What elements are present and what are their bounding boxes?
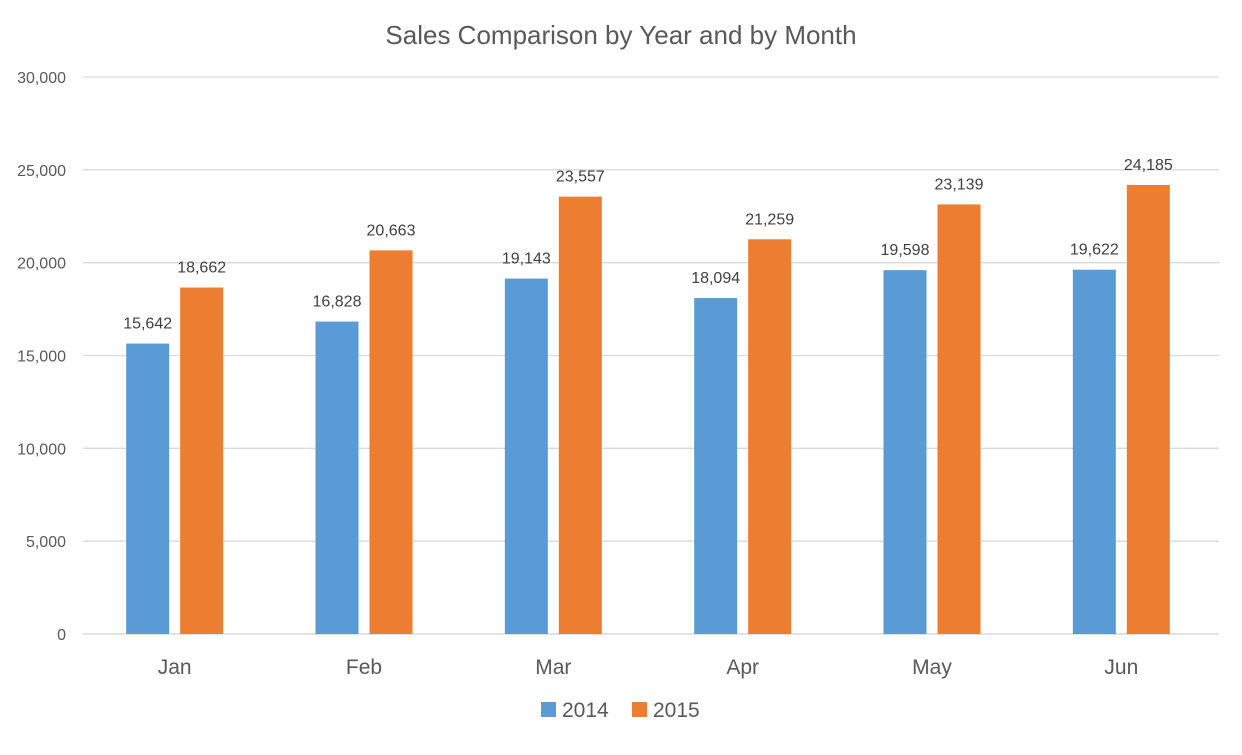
x-tick-label: Jun (1104, 656, 1138, 679)
bar-2014-Jun (1072, 269, 1116, 634)
bar-2015-Jan (180, 287, 224, 634)
data-label: 19,598 (881, 242, 930, 259)
bars (126, 184, 1170, 635)
legend-swatch-2014 (541, 702, 556, 717)
data-label: 23,139 (935, 176, 984, 193)
y-tick-label: 15,000 (17, 349, 66, 366)
legend-label: 2014 (562, 699, 609, 722)
data-labels: 15,642 18,662 16,828 20,663 19,143 23,557 18,0… (123, 157, 1173, 333)
bar-2015-Mar (558, 196, 602, 634)
y-tick-label: 0 (57, 627, 66, 644)
x-tick-label: Jan (158, 656, 192, 679)
gridlines (83, 76, 1219, 635)
bar-2014-Apr (694, 298, 738, 634)
legend: 2014 2015 (541, 699, 700, 722)
x-tick-label: Feb (346, 656, 382, 679)
data-label: 24,185 (1124, 157, 1173, 174)
x-tick-label: Apr (726, 656, 759, 679)
x-tick-label: May (912, 656, 952, 679)
bar-2015-May (937, 204, 981, 634)
y-tick-label: 10,000 (17, 441, 66, 458)
chart-title: Sales Comparison by Year and by Month (385, 20, 856, 50)
y-axis: 0 5,000 10,000 15,000 20,000 25,000 30,000 (17, 70, 66, 644)
data-label: 21,259 (745, 211, 794, 228)
data-label: 19,622 (1070, 242, 1119, 259)
x-axis: Jan Feb Mar Apr May Jun (158, 656, 1139, 679)
data-label: 19,143 (502, 251, 551, 268)
data-label: 16,828 (313, 294, 362, 311)
legend-swatch-2015 (632, 702, 647, 717)
data-label: 15,642 (123, 316, 172, 333)
y-tick-label: 20,000 (17, 256, 66, 273)
y-tick-label: 30,000 (17, 70, 66, 87)
data-label: 20,663 (367, 222, 416, 239)
x-tick-label: Mar (535, 656, 571, 679)
bar-2014-Mar (504, 278, 548, 634)
bar-2015-Apr (748, 239, 792, 634)
legend-label: 2015 (653, 699, 700, 722)
bar-2014-Feb (315, 321, 359, 634)
y-tick-label: 25,000 (17, 163, 66, 180)
bar-2014-May (883, 270, 927, 634)
y-tick-label: 5,000 (26, 534, 66, 551)
bar-2015-Feb (369, 250, 413, 634)
bar-2014-Jan (126, 343, 170, 634)
bar-2015-Jun (1126, 184, 1170, 635)
data-label: 18,662 (177, 260, 226, 277)
data-label: 18,094 (691, 270, 740, 287)
data-label: 23,557 (556, 169, 605, 186)
